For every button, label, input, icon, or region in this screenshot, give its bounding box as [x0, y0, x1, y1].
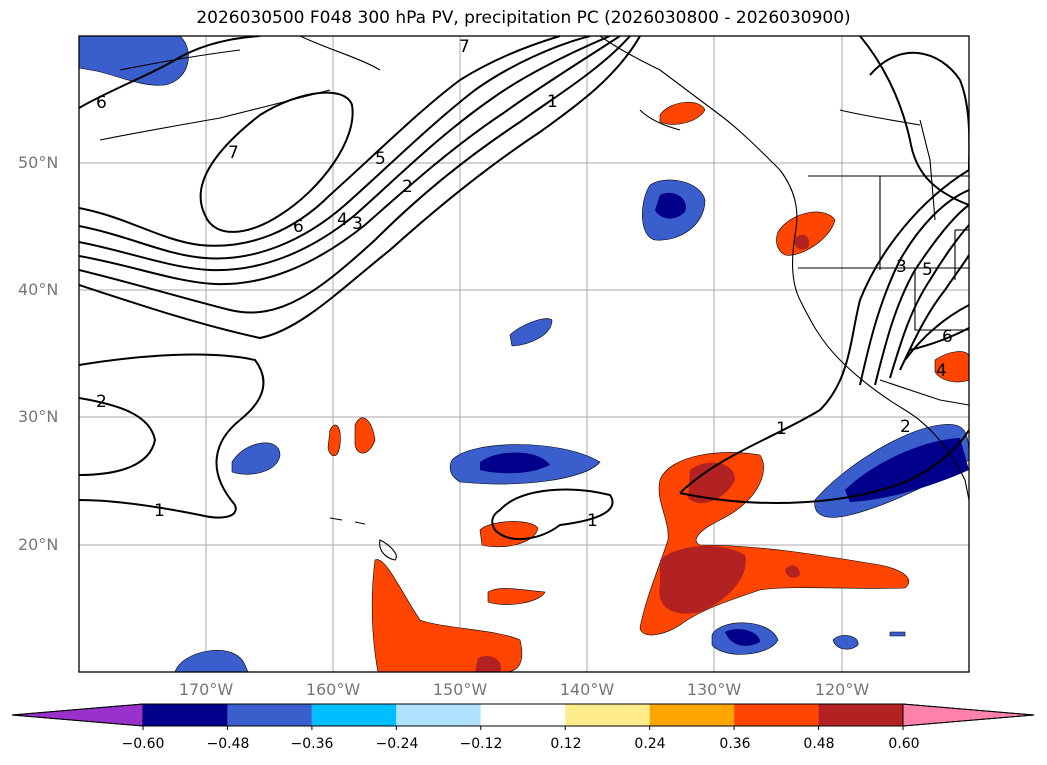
contour-label: 1: [154, 501, 165, 521]
colorbar-tick-label: −0.36: [290, 736, 334, 752]
colorbar-segment: [480, 704, 566, 726]
colorbar-segment: [143, 704, 228, 726]
colorbar-tick-label: 0.24: [634, 736, 666, 752]
colorbar-segment: [565, 704, 650, 726]
pv-contours: [79, 36, 969, 541]
lat-label: 40°N: [18, 280, 59, 299]
contour-label: 4: [337, 210, 348, 230]
lat-label: 50°N: [18, 153, 59, 172]
contour-label: 6: [293, 217, 304, 237]
contour-label: 7: [228, 143, 239, 163]
plot-title: 2026030500 F048 300 hPa PV, precipitatio…: [196, 8, 851, 28]
contour-label: 1: [587, 511, 598, 531]
contour-label: 1: [547, 92, 558, 112]
colorbar-tick-label: 0.12: [550, 736, 582, 752]
colorbar-tick-label: 0.36: [719, 736, 751, 752]
contour-label: 3: [352, 214, 363, 234]
lon-label: 140°W: [559, 680, 615, 699]
pv-contour-labels: 6 7 1 7 5 2 6 4 3 2 1 1 1 3 5 6 4 2: [96, 37, 953, 531]
contour-label: 6: [942, 327, 953, 347]
colorbar-tick-label: −0.60: [121, 736, 165, 752]
colorbar-tick-label: 0.60: [888, 736, 920, 752]
colorbar: [11, 703, 1035, 730]
colorbar-segment: [649, 704, 735, 726]
lon-label: 160°W: [305, 680, 361, 699]
contour-label: 2: [96, 392, 107, 412]
lat-label: 20°N: [18, 535, 59, 554]
colorbar-segment: [396, 704, 481, 726]
lon-label: 170°W: [178, 680, 234, 699]
colorbar-segment: [734, 704, 819, 726]
colorbar-tick-label: −0.24: [375, 736, 419, 752]
colorbar-tick-label: −0.48: [206, 736, 250, 752]
contour-label: 1: [776, 419, 787, 439]
contour-label: 5: [922, 260, 933, 280]
lat-label: 30°N: [18, 407, 59, 426]
colorbar-tick-label: 0.48: [803, 736, 835, 752]
colorbar-tick-label: −0.12: [459, 736, 503, 752]
lon-label: 130°W: [686, 680, 742, 699]
colorbar-segment: [227, 704, 312, 726]
contour-label: 4: [936, 361, 947, 381]
contour-label: 5: [375, 149, 386, 169]
colorbar-extend-high: [902, 703, 1035, 727]
contour-label: 2: [900, 417, 911, 437]
contour-label: 3: [896, 257, 907, 277]
contour-label: 2: [402, 177, 413, 197]
colorbar-segment: [311, 704, 397, 726]
colorbar-segment: [818, 704, 903, 726]
colorbar-extend-low: [11, 703, 144, 727]
lon-label: 120°W: [814, 680, 870, 699]
lon-label: 150°W: [432, 680, 488, 699]
map-border: [78, 35, 970, 673]
precip-negative-areas: [79, 36, 969, 672]
contour-label: 6: [96, 93, 107, 113]
contour-label: 7: [459, 37, 470, 57]
coastlines: [99, 36, 969, 561]
